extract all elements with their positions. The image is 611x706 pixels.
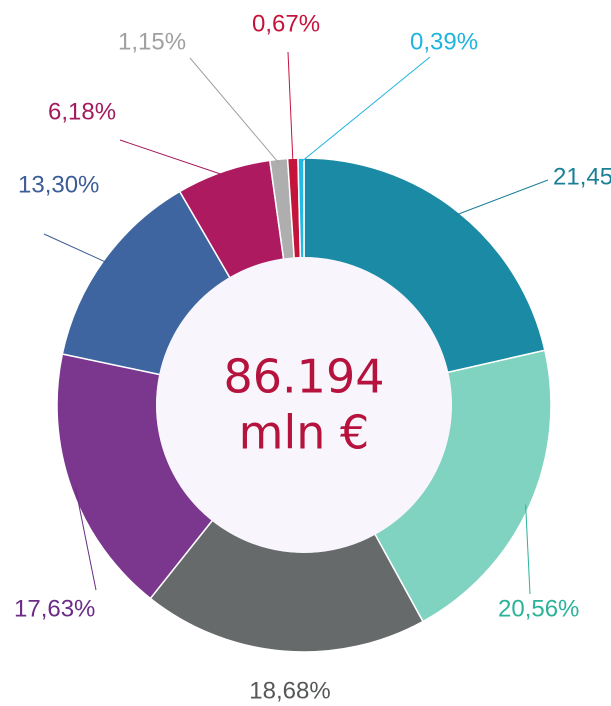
leader-line (74, 487, 97, 591)
value-label: 18,68% (249, 677, 330, 704)
leader-line (455, 179, 549, 216)
value-label: 1,15% (118, 28, 186, 55)
leader-line (189, 57, 280, 164)
leader-line (43, 233, 108, 264)
leader-line (300, 56, 431, 163)
value-label: 13,30% (18, 171, 99, 198)
value-label: 21,45% (553, 163, 611, 190)
value-label: 20,56% (498, 595, 579, 622)
value-label: 0,67% (252, 10, 320, 37)
center-value: 86.194 (224, 350, 385, 404)
value-label: 6,18% (48, 98, 116, 125)
value-label: 0,39% (410, 28, 478, 55)
leader-line (119, 139, 225, 176)
leader-line (525, 504, 531, 595)
center-unit: mln € (239, 406, 370, 460)
value-label: 17,63% (14, 595, 95, 622)
donut-center (156, 257, 452, 553)
leader-line (287, 51, 294, 163)
